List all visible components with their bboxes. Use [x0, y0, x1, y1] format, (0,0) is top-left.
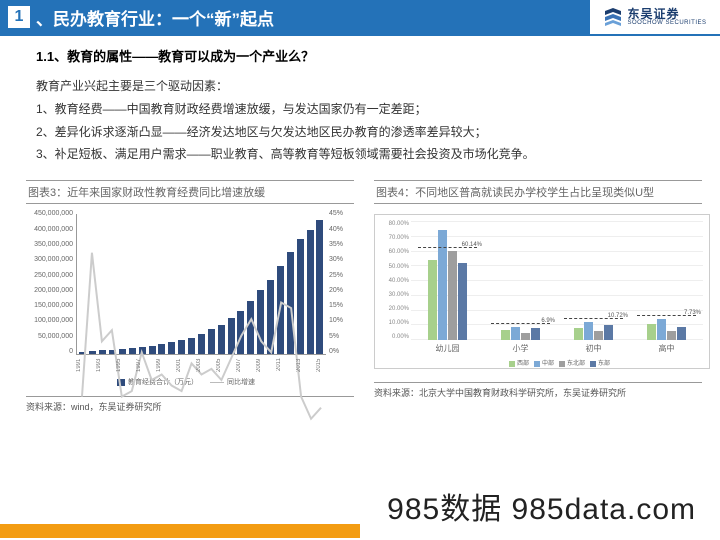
- chart3-y-left: 050,000,000100,000,000150,000,000200,000…: [18, 210, 76, 355]
- line-3: 3、补足短板、满足用户需求——职业教育、高等教育等短板领域需要社会投资及市场化竞…: [36, 143, 694, 166]
- logo: 东吴证券 SOOCHOW SECURITIES: [590, 0, 720, 34]
- logo-en: SOOCHOW SECURITIES: [627, 20, 706, 26]
- chart3-x: 1991199319951997199920012003200520072009…: [76, 355, 326, 375]
- chart4-col: 图表4：不同地区普高就读民办学校学生占比呈现类似U型 0.00%10.00%20…: [366, 180, 702, 413]
- chart4-source: 资料来源：北京大学中国教育财政科学研究所，东吴证券研究所: [374, 382, 702, 399]
- chart4-box: 0.00%10.00%20.00%30.00%40.00%50.00%60.00…: [366, 204, 702, 380]
- line-0: 教育产业兴起主要是三个驱动因素：: [36, 75, 694, 98]
- subheader: 1.1、教育的属性——教育可以成为一个产业么？: [36, 46, 694, 65]
- title-bar: 1 、民办教育行业：一个“新”起点 东吴证券 SOOCHOW SECURITIE…: [0, 0, 720, 36]
- chart4-title: 图表4：不同地区普高就读民办学校学生占比呈现类似U型: [374, 180, 702, 204]
- chart4-legend: 西部中部东北部东部: [411, 358, 703, 367]
- chart4-plot: 60.14%6.9%10.72%7.73%: [411, 221, 703, 340]
- chart3-col: 图表3：近年来国家财政性教育经费同比增速放缓 050,000,000100,00…: [18, 180, 354, 413]
- slide-title: 1 、民办教育行业：一个“新”起点: [0, 0, 590, 34]
- chart3-title: 图表3：近年来国家财政性教育经费同比增速放缓: [26, 180, 354, 204]
- chart3-plot: [76, 214, 326, 355]
- footer-bar: [0, 524, 360, 538]
- chart3-y-right: 0%5%10%15%20%25%30%35%40%45%: [326, 210, 354, 355]
- chart3-line: [77, 214, 326, 463]
- chart3-box: 050,000,000100,000,000150,000,000200,000…: [18, 204, 354, 394]
- watermark: 985数据 985data.com: [387, 484, 696, 528]
- title-text: 、民办教育行业：一个“新”起点: [36, 5, 274, 30]
- logo-icon: [603, 7, 623, 27]
- slide: 1 、民办教育行业：一个“新”起点 东吴证券 SOOCHOW SECURITIE…: [0, 0, 720, 540]
- content: 1.1、教育的属性——教育可以成为一个产业么？ 教育产业兴起主要是三个驱动因素：…: [0, 36, 720, 166]
- chart4-x: 幼儿园小学初中高中: [411, 343, 703, 354]
- charts-row: 图表3：近年来国家财政性教育经费同比增速放缓 050,000,000100,00…: [0, 180, 720, 413]
- chart4-y: 0.00%10.00%20.00%30.00%40.00%50.00%60.00…: [377, 221, 409, 340]
- line-1: 1、教育经费——中国教育财政经费增速放缓，与发达国家仍有一定差距；: [36, 98, 694, 121]
- line-2: 2、差异化诉求逐渐凸显——经济发达地区与欠发达地区民办教育的渗透率差异较大；: [36, 121, 694, 144]
- logo-cn: 东吴证券: [627, 8, 706, 20]
- paragraph: 教育产业兴起主要是三个驱动因素： 1、教育经费——中国教育财政经费增速放缓，与发…: [36, 75, 694, 166]
- title-number: 1: [8, 6, 30, 28]
- chart4-groups: 60.14%6.9%10.72%7.73%: [411, 221, 703, 340]
